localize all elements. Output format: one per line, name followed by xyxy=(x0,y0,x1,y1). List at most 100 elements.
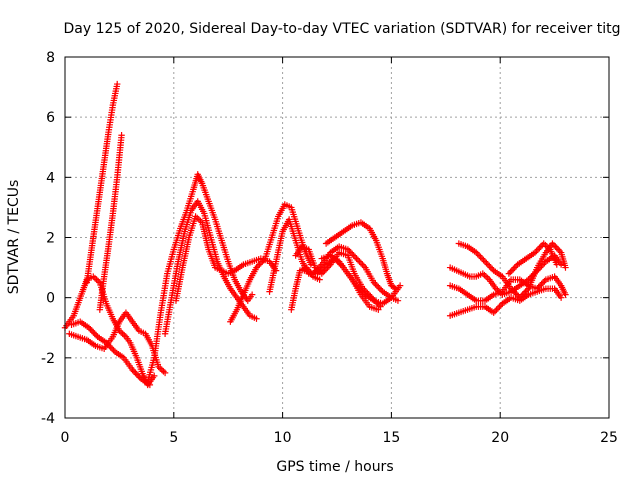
data-point xyxy=(523,286,531,294)
data-point xyxy=(260,256,267,264)
x-tick-label: 20 xyxy=(491,430,509,446)
data-point xyxy=(360,262,368,270)
data-point xyxy=(91,274,99,282)
y-tick-label: 2 xyxy=(46,231,55,247)
data-point xyxy=(519,291,526,298)
data-point xyxy=(90,329,97,336)
data-point xyxy=(539,261,547,268)
data-point xyxy=(391,284,398,291)
data-point xyxy=(553,244,560,252)
data-point xyxy=(259,258,266,265)
data-point xyxy=(518,292,525,300)
series-track-7 xyxy=(161,198,260,337)
data-point xyxy=(253,264,260,271)
data-point xyxy=(510,288,518,295)
data-point xyxy=(248,291,256,298)
data-point xyxy=(253,315,260,322)
data-point xyxy=(511,264,518,271)
data-point xyxy=(103,339,110,346)
data-point xyxy=(351,253,359,261)
series-track-2 xyxy=(66,309,169,377)
data-point xyxy=(151,372,158,380)
data-point xyxy=(349,250,356,258)
data-point xyxy=(555,246,562,253)
data-point xyxy=(359,288,366,295)
data-point xyxy=(484,261,492,268)
data-point xyxy=(508,267,516,274)
data-point xyxy=(491,308,499,315)
data-point xyxy=(490,309,497,316)
data-point xyxy=(475,252,483,259)
data-point xyxy=(133,371,141,378)
data-point xyxy=(130,368,138,375)
data-point xyxy=(535,283,542,291)
data-point xyxy=(320,268,327,276)
data-point xyxy=(533,247,540,255)
data-point xyxy=(344,246,352,253)
data-point xyxy=(478,255,486,262)
data-point xyxy=(481,271,488,279)
series-track-1 xyxy=(61,273,158,389)
data-point xyxy=(536,282,544,289)
data-point xyxy=(370,279,378,286)
data-point xyxy=(376,285,383,292)
data-point xyxy=(346,247,353,255)
data-point xyxy=(392,285,399,292)
data-point xyxy=(317,262,324,270)
data-point xyxy=(257,259,265,267)
data-point xyxy=(347,249,354,256)
series-track-19 xyxy=(455,240,569,301)
data-point xyxy=(357,286,365,294)
data-point xyxy=(538,280,545,288)
series-track-3 xyxy=(68,318,154,389)
data-point xyxy=(496,303,503,310)
data-point xyxy=(135,372,142,380)
data-point xyxy=(473,249,480,256)
data-point xyxy=(160,368,167,375)
data-point xyxy=(487,264,494,271)
data-point xyxy=(158,366,166,374)
series-track-6 xyxy=(144,171,256,386)
series-track-13 xyxy=(318,252,404,307)
chart-title: Day 125 of 2020, Sidereal Day-to-day VTE… xyxy=(64,21,621,37)
data-point xyxy=(119,330,126,337)
data-point xyxy=(516,294,523,301)
data-point xyxy=(552,243,559,250)
data-point xyxy=(483,259,490,267)
data-point xyxy=(520,289,528,297)
data-marks xyxy=(61,80,569,389)
data-point xyxy=(350,252,357,259)
data-point xyxy=(356,285,363,292)
data-point xyxy=(87,326,94,333)
data-point xyxy=(91,330,98,337)
data-point xyxy=(481,258,489,265)
data-point xyxy=(254,262,262,270)
data-point xyxy=(541,277,548,285)
data-point xyxy=(312,267,320,274)
data-point xyxy=(534,246,542,253)
data-point xyxy=(132,369,139,377)
data-point xyxy=(557,294,565,301)
data-point xyxy=(354,256,362,264)
series-track-20 xyxy=(505,240,560,277)
x-tick-label: 0 xyxy=(61,430,70,446)
data-point xyxy=(507,285,515,292)
data-point xyxy=(493,306,500,313)
data-point xyxy=(114,80,121,88)
data-point xyxy=(353,282,360,289)
y-tick-label: 8 xyxy=(46,50,55,66)
data-point xyxy=(322,265,330,273)
data-point xyxy=(129,366,136,374)
series-track-5 xyxy=(96,132,125,313)
data-point xyxy=(354,283,362,291)
series-track-14 xyxy=(322,219,399,292)
data-point xyxy=(531,249,539,256)
x-axis-label: GPS time / hours xyxy=(276,459,393,475)
y-axis-label: SDTVAR / TECUs xyxy=(6,180,22,295)
y-tick-label: 6 xyxy=(46,110,55,126)
data-point xyxy=(484,274,491,282)
data-point xyxy=(477,253,484,261)
data-point xyxy=(88,327,96,334)
data-point xyxy=(507,268,514,276)
data-point xyxy=(161,369,169,377)
